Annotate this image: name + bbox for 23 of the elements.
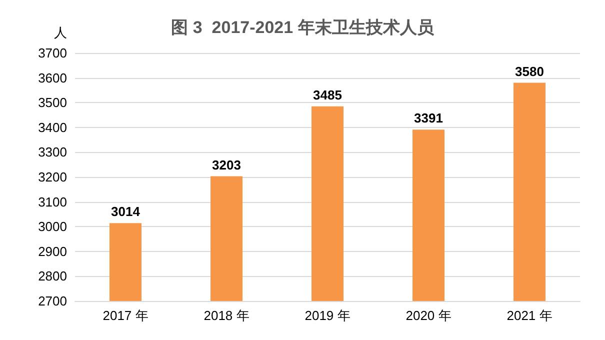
chart-title: 图 3 2017-2021 年末卫生技术人员 [171, 18, 435, 37]
data-label: 3580 [515, 64, 544, 79]
y-tick-label: 3600 [38, 70, 67, 86]
x-tick-label: 2018 年 [204, 308, 250, 323]
y-tick-label: 2900 [38, 244, 67, 259]
x-tick-label: 2020 年 [406, 308, 452, 323]
y-tick-label: 2700 [38, 294, 67, 308]
y-tick-label: 3400 [38, 120, 67, 135]
data-label: 3203 [212, 157, 241, 172]
y-tick-label: 3200 [38, 170, 67, 184]
y-tick-label: 3500 [38, 95, 67, 110]
x-tick-label: 2017 年 [102, 308, 148, 323]
y-tick-label: 2800 [38, 268, 67, 284]
data-label: 3391 [414, 110, 443, 126]
x-tick-label: 2021 年 [506, 308, 552, 323]
data-label: 3014 [111, 204, 141, 220]
y-axis-title: 人 [54, 25, 67, 40]
y-tick-label: 3300 [38, 144, 67, 160]
data-label: 3485 [313, 87, 342, 102]
x-tick-label: 2019 年 [304, 308, 350, 323]
y-tick-label: 3000 [38, 219, 67, 234]
y-tick-label: 3700 [38, 46, 67, 60]
y-tick-label: 3100 [38, 194, 67, 210]
